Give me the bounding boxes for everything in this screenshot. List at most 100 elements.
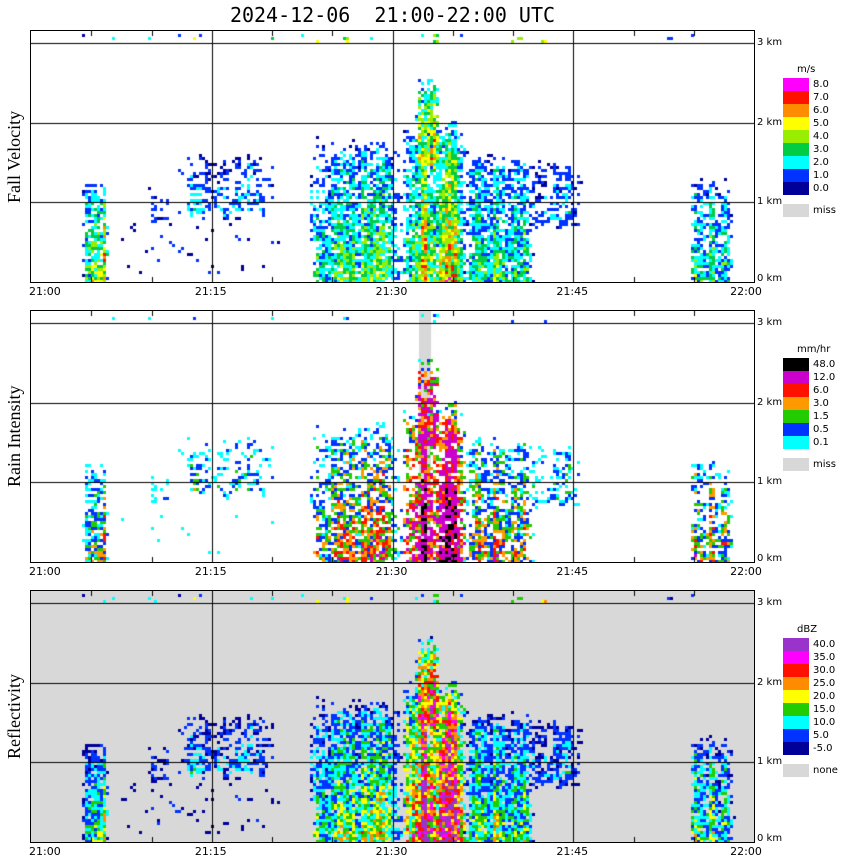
- x-tick-label-rain-intensity-2: 21:30: [375, 565, 408, 578]
- legend-swatch: [783, 664, 809, 677]
- x-tick-label-rain-intensity-4: 22:00: [730, 565, 762, 578]
- legend-label: 30.0: [813, 665, 836, 676]
- legend-label: 6.0: [813, 105, 829, 116]
- legend-label: 48.0: [813, 359, 836, 370]
- heatmap-canvas-reflectivity: [31, 591, 754, 842]
- legend-swatch: [783, 397, 809, 410]
- legend-entry-fall-velocity-0.0: 0.0: [783, 182, 849, 195]
- legend-entry-fall-velocity-1.0: 1.0: [783, 169, 849, 182]
- legend-label: 5.0: [813, 730, 829, 741]
- y-tick-label-fall-velocity-1km: 1 km: [757, 196, 783, 208]
- legend-label: 4.0: [813, 131, 829, 142]
- legend-swatch: [783, 764, 809, 777]
- x-tick-label-rain-intensity-0: 21:00: [29, 565, 61, 578]
- legend-title-reflectivity: dBZ: [797, 624, 818, 635]
- legend-swatch: [783, 423, 809, 436]
- legend-swatch: [783, 690, 809, 703]
- plot-area-fall-velocity: [30, 30, 755, 283]
- heatmap-canvas-rain-intensity: [31, 311, 754, 562]
- legend-entries-rain-intensity: 48.0 12.0 6.0 3.0 1.5 0.5 0.1 miss: [783, 358, 849, 471]
- legend-entry-reflectivity-30.0: 30.0: [783, 664, 849, 677]
- legend-label: 25.0: [813, 678, 836, 689]
- x-tick-label-fall-velocity-4: 22:00: [730, 285, 762, 298]
- y-tick-label-reflectivity-0km: 0 km: [757, 833, 783, 844]
- legend-entry-rain-intensity-6.0: 6.0: [783, 384, 849, 397]
- x-tick-label-rain-intensity-1: 21:15: [194, 565, 227, 578]
- legend-entry-reflectivity-15.0: 15.0: [783, 703, 849, 716]
- legend-label: miss: [813, 205, 836, 216]
- legend-entry-fall-velocity-6.0: 6.0: [783, 104, 849, 117]
- legend-entry-rain-intensity-3.0: 3.0: [783, 397, 849, 410]
- legend-swatch: [783, 78, 809, 91]
- legend-entry-fall-velocity-8.0: 8.0: [783, 78, 849, 91]
- legend-label: 7.0: [813, 92, 829, 103]
- legend-label: 3.0: [813, 144, 829, 155]
- x-tick-label-fall-velocity-2: 21:30: [375, 285, 408, 298]
- legend-swatch: [783, 410, 809, 423]
- legend-swatch: [783, 436, 809, 449]
- legend-entry-fall-velocity-miss: miss: [783, 204, 849, 217]
- legend-swatch: [783, 143, 809, 156]
- x-axis-labels-fall-velocity: 21:00 21:15 21:30 21:45 22:00: [29, 285, 762, 298]
- y-tick-label-rain-intensity-3km: 3 km: [757, 316, 783, 328]
- plot-area-rain-intensity: [30, 310, 755, 563]
- legend-label: miss: [813, 459, 836, 470]
- x-axis-labels-reflectivity: 21:00 21:15 21:30 21:45 22:00: [29, 845, 762, 858]
- legend-label: 3.0: [813, 398, 829, 409]
- legend-rain-intensity: mm/hr 48.0 12.0 6.0 3.0 1.5 0.5 0.1 miss: [783, 344, 849, 471]
- y-tick-label-fall-velocity-2km: 2 km: [757, 116, 783, 128]
- legend-label: -5.0: [813, 743, 833, 754]
- y-tick-label-reflectivity-1km: 1 km: [757, 756, 783, 768]
- legend-label: none: [813, 765, 838, 776]
- legend-swatch: [783, 729, 809, 742]
- legend-swatch: [783, 703, 809, 716]
- ylabel-rain-intensity: Rain Intensity: [4, 385, 24, 488]
- legend-label: 6.0: [813, 385, 829, 396]
- y-tick-label-rain-intensity-2km: 2 km: [757, 396, 783, 408]
- y-tick-label-fall-velocity-3km: 3 km: [757, 36, 783, 48]
- legend-title-rain-intensity: mm/hr: [797, 344, 831, 355]
- legend-swatch: [783, 104, 809, 117]
- x-tick-label-reflectivity-1: 21:15: [194, 845, 227, 858]
- legend-label: 8.0: [813, 79, 829, 90]
- legend-entry-fall-velocity-5.0: 5.0: [783, 117, 849, 130]
- y-tick-label-rain-intensity-1km: 1 km: [757, 476, 783, 488]
- legend-entry-reflectivity-5.0: 5.0: [783, 729, 849, 742]
- legend-label: 1.0: [813, 170, 829, 181]
- legend-entry-fall-velocity-4.0: 4.0: [783, 130, 849, 143]
- legend-label: 15.0: [813, 704, 836, 715]
- ylabel-reflectivity: Reflectivity: [4, 674, 24, 759]
- x-tick-label-fall-velocity-3: 21:45: [556, 285, 589, 298]
- legend-entry-reflectivity-none: none: [783, 764, 849, 777]
- legend-entries-fall-velocity: 8.0 7.0 6.0 5.0 4.0 3.0 2.0 1.0 0.0 miss: [783, 78, 849, 217]
- legend-entry-reflectivity-25.0: 25.0: [783, 677, 849, 690]
- legend-reflectivity: dBZ 40.0 35.0 30.0 25.0 20.0 15.0 10.0 5.0 -5.0 n…: [783, 624, 849, 777]
- x-tick-label-reflectivity-0: 21:00: [29, 845, 61, 858]
- legend-swatch: [783, 156, 809, 169]
- legend-label: 10.0: [813, 717, 836, 728]
- legend-label: 0.0: [813, 183, 829, 194]
- legend-swatch: [783, 677, 809, 690]
- x-tick-label-fall-velocity-0: 21:00: [29, 285, 61, 298]
- y-tick-label-rain-intensity-0km: 0 km: [757, 553, 783, 564]
- legend-entries-reflectivity: 40.0 35.0 30.0 25.0 20.0 15.0 10.0 5.0 -5.0 none: [783, 638, 849, 777]
- legend-entry-rain-intensity-12.0: 12.0: [783, 371, 849, 384]
- y-tick-label-fall-velocity-0km: 0 km: [757, 273, 783, 284]
- y-tick-label-reflectivity-3km: 3 km: [757, 596, 783, 608]
- ylabel-fall-velocity: Fall Velocity: [4, 110, 24, 203]
- legend-entry-fall-velocity-3.0: 3.0: [783, 143, 849, 156]
- legend-entry-reflectivity--5.0: -5.0: [783, 742, 849, 755]
- legend-swatch: [783, 91, 809, 104]
- legend-label: 12.0: [813, 372, 836, 383]
- legend-fall-velocity: m/s 8.0 7.0 6.0 5.0 4.0 3.0 2.0 1.0 0.0 miss: [783, 64, 849, 217]
- legend-entry-reflectivity-10.0: 10.0: [783, 716, 849, 729]
- legend-swatch: [783, 130, 809, 143]
- legend-swatch: [783, 651, 809, 664]
- legend-swatch: [783, 716, 809, 729]
- legend-label: 1.5: [813, 411, 829, 422]
- heatmap-canvas-fall-velocity: [31, 31, 754, 282]
- x-axis-labels-rain-intensity: 21:00 21:15 21:30 21:45 22:00: [29, 565, 762, 578]
- legend-entry-reflectivity-35.0: 35.0: [783, 651, 849, 664]
- legend-swatch: [783, 371, 809, 384]
- legend-label: 40.0: [813, 639, 836, 650]
